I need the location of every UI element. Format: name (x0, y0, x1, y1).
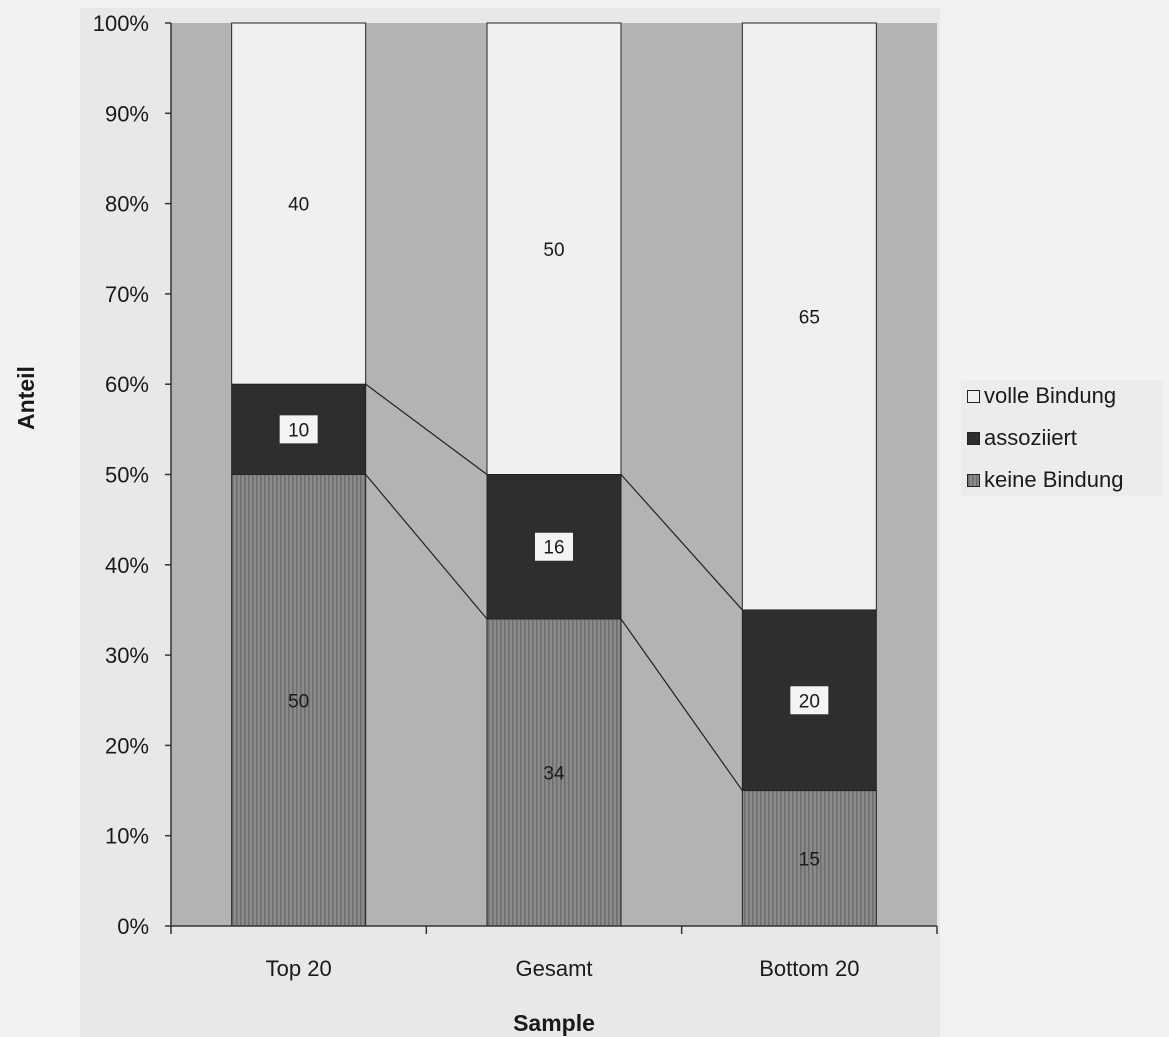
legend-item-keine-bindung: keine Bindung (967, 464, 1123, 496)
data-label-volle-bindung-top-20: 40 (288, 195, 309, 216)
y-tick-label: 60% (105, 372, 149, 397)
legend-item-volle-bindung: volle Bindung (967, 380, 1116, 412)
series-line-assoziiert (620, 474, 743, 611)
y-tick-label: 50% (105, 463, 149, 488)
y-tick-label: 70% (105, 282, 149, 307)
bar-keine-bindung-bottom-20 (741, 790, 877, 927)
series-line-keine-bindung (365, 474, 488, 620)
x-tick-label-top-20: Top 20 (266, 956, 332, 981)
data-label-assoziiert-gesamt: 16 (543, 538, 564, 559)
y-tick-label: 90% (105, 101, 149, 126)
y-tick-label: 20% (105, 733, 149, 758)
series-line-assoziiert (365, 383, 488, 475)
y-tick-label: 100% (93, 11, 149, 36)
data-label-assoziiert-top-20: 10 (288, 420, 309, 441)
data-label-box (279, 415, 318, 444)
data-label-box (535, 532, 573, 561)
legend-label: volle Bindung (984, 383, 1117, 408)
bar-volle-bindung-gesamt (486, 22, 622, 475)
y-tick-label: 30% (105, 643, 149, 668)
legend-swatch-white (967, 389, 980, 403)
x-tick-label-gesamt: Gesamt (515, 956, 592, 981)
x-tick-label-bottom-20: Bottom 20 (759, 956, 859, 981)
bar-volle-bindung-bottom-20 (741, 22, 877, 611)
y-tick-label: 40% (105, 553, 149, 578)
data-label-box (790, 686, 829, 715)
data-label-assoziiert-bottom-20: 20 (799, 691, 820, 712)
data-label-keine-bindung-gesamt: 34 (543, 763, 565, 784)
series-line-keine-bindung (620, 618, 743, 791)
data-label-volle-bindung-gesamt: 50 (543, 240, 564, 261)
legend-item-assoziiert: assoziiert (967, 422, 1077, 454)
y-tick-label: 80% (105, 192, 149, 217)
legend-label: assoziiert (984, 425, 1077, 450)
x-axis-title: Sample (513, 1010, 595, 1036)
data-label-keine-bindung-top-20: 50 (288, 691, 309, 712)
y-axis-title: Anteil (13, 366, 39, 430)
bar-keine-bindung-top-20 (231, 474, 367, 927)
data-label-keine-bindung-bottom-20: 15 (799, 849, 820, 870)
y-tick-label: 0% (117, 914, 149, 939)
legend-swatch-striped (967, 473, 980, 487)
legend-swatch-dark (967, 431, 980, 445)
legend-label: keine Bindung (984, 467, 1124, 492)
y-tick-label: 10% (105, 824, 149, 849)
bar-volle-bindung-top-20 (231, 22, 367, 385)
legend: volle Bindung assoziiert keine Bindung (961, 380, 1163, 496)
data-label-volle-bindung-bottom-20: 65 (799, 307, 820, 328)
